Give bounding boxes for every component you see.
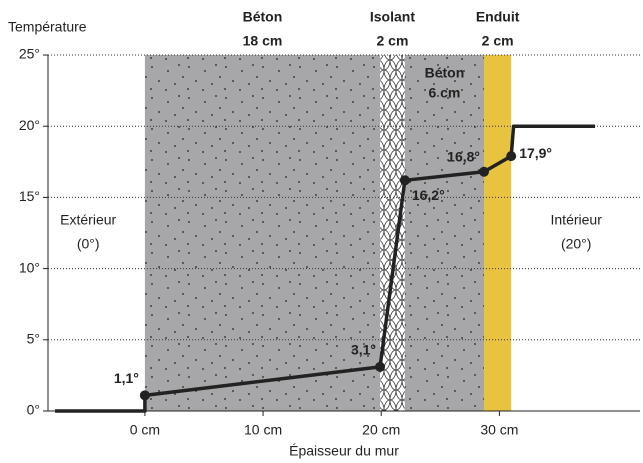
layer-name: Enduit: [476, 9, 520, 25]
x-tick-label: 20 cm: [362, 422, 400, 438]
point-label: 16,2°: [412, 187, 445, 203]
annotation: Intérieur: [551, 212, 603, 228]
x-tick-label: 30 cm: [480, 422, 518, 438]
annotation: Extérieur: [60, 212, 116, 228]
x-tick-label: 10 cm: [244, 422, 282, 438]
y-tick-label: 5°: [27, 331, 40, 347]
y-tick-label: 15°: [19, 188, 40, 204]
y-tick-label: 10°: [19, 259, 40, 275]
point-label: 16,8°: [447, 148, 480, 164]
layer-texture: [145, 55, 380, 411]
point: [140, 390, 150, 400]
x-tick-label: 0 cm: [130, 422, 160, 438]
layer-thickness: 6 cm: [428, 85, 460, 101]
point-label: 17,9°: [519, 145, 552, 161]
wall-layer: [484, 55, 511, 411]
point: [400, 175, 410, 185]
point: [479, 167, 489, 177]
layer-texture: [405, 55, 484, 411]
y-axis-title: Température: [8, 19, 87, 35]
layer-name: Béton: [243, 9, 283, 25]
point-label: 3,1°: [351, 342, 376, 358]
point: [506, 151, 516, 161]
layer-texture: [380, 55, 405, 411]
layer-name: Isolant: [370, 9, 415, 25]
point-label: 1,1°: [114, 370, 139, 386]
annotation: (20°): [561, 236, 592, 252]
layer-thickness: 2 cm: [376, 33, 408, 49]
y-tick-label: 20°: [19, 117, 40, 133]
y-tick-label: 0°: [27, 402, 40, 418]
x-axis-title: Épaisseur du mur: [289, 443, 399, 459]
layer-name: Béton: [425, 65, 465, 81]
annotation: (0°): [77, 236, 100, 252]
chart: Température Épaisseur du mur Béton 18 cm I…: [0, 0, 643, 463]
point: [375, 362, 385, 372]
y-tick-label: 25°: [19, 46, 40, 62]
layer-thickness: 2 cm: [482, 33, 514, 49]
layer-thickness: 18 cm: [243, 33, 283, 49]
